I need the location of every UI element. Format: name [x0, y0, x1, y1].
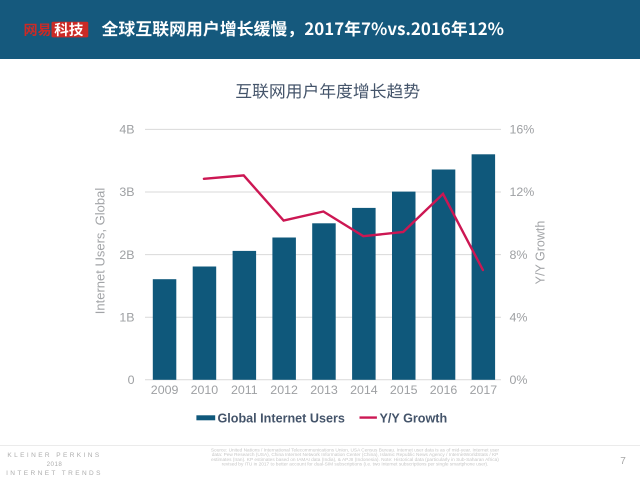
svg-text:2010: 2010 [191, 383, 219, 397]
svg-text:2012: 2012 [270, 383, 298, 397]
svg-text:2B: 2B [119, 248, 134, 262]
svg-text:2015: 2015 [390, 383, 418, 397]
svg-text:4%: 4% [510, 310, 528, 324]
svg-text:12%: 12% [510, 185, 535, 199]
svg-text:2011: 2011 [231, 383, 258, 397]
svg-text:INTERNET TRENDS: INTERNET TRENDS [6, 470, 103, 477]
svg-text:2013: 2013 [310, 383, 338, 397]
svg-text:2009: 2009 [151, 383, 179, 397]
svg-text:2017: 2017 [470, 383, 498, 397]
svg-text:estimates (Iran). KP estimates: estimates (Iran). KP estimates based on … [211, 457, 499, 463]
svg-text:data: Pew Research (USA), Chin: data: Pew Research (USA), China Internet… [212, 452, 499, 458]
svg-text:Y/Y Growth: Y/Y Growth [380, 411, 448, 425]
svg-text:7: 7 [620, 456, 626, 467]
svg-text:8%: 8% [510, 248, 528, 262]
svg-text:Source: United Nations / Inter: Source: United Nations / International T… [211, 447, 500, 453]
svg-text:2018: 2018 [47, 461, 63, 468]
svg-text:Y/Y Growth: Y/Y Growth [534, 221, 548, 285]
svg-text:1B: 1B [119, 310, 134, 324]
svg-text:3B: 3B [119, 185, 134, 199]
svg-text:revised by ITU in 2017 to bett: revised by ITU in 2017 to better account… [222, 462, 489, 468]
svg-text:2016: 2016 [430, 383, 458, 397]
svg-text:16%: 16% [510, 123, 535, 137]
svg-text:2014: 2014 [350, 383, 378, 397]
svg-text:0%: 0% [510, 373, 528, 387]
svg-text:Global Internet Users: Global Internet Users [218, 411, 345, 425]
svg-text:0: 0 [128, 373, 135, 387]
svg-text:Internet Users, Global: Internet Users, Global [93, 188, 108, 315]
svg-text:KLEINER PERKINS: KLEINER PERKINS [7, 452, 101, 459]
svg-text:4B: 4B [119, 123, 134, 137]
